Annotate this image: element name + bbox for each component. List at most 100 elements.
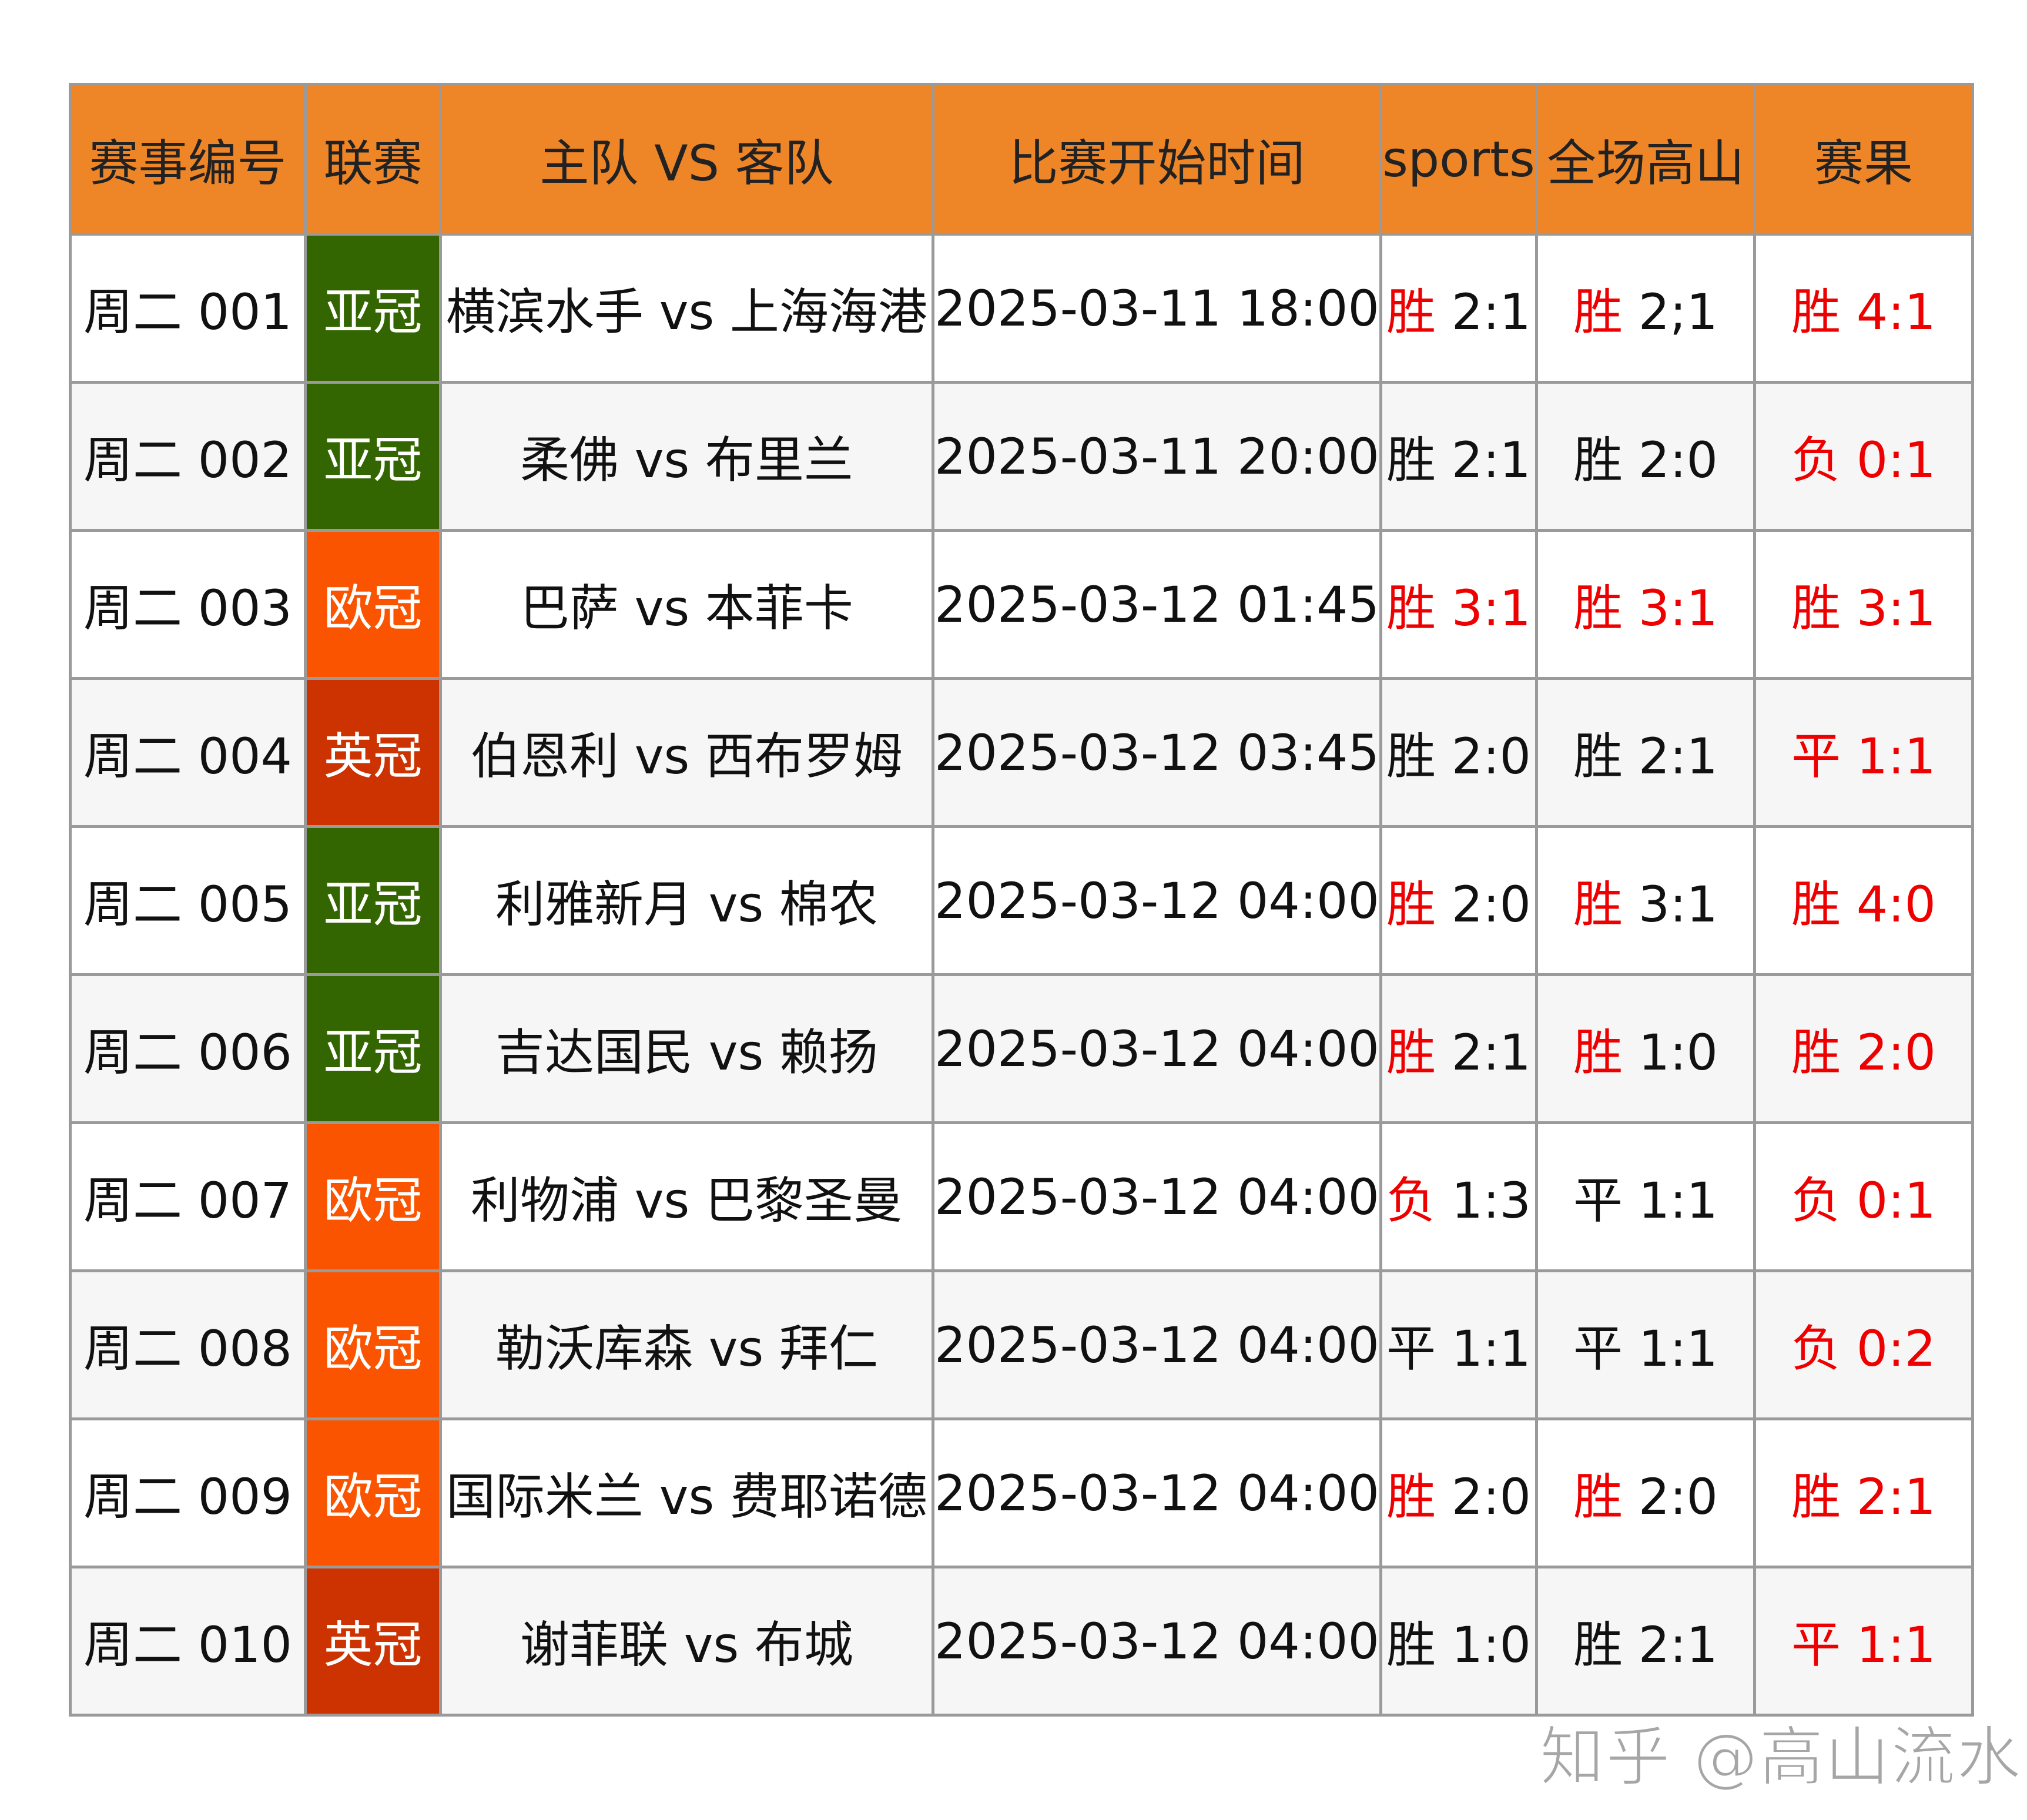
score: 1:0 bbox=[1451, 1616, 1531, 1674]
gaoshan-pick: 胜 2:0 bbox=[1535, 381, 1756, 532]
score: 2:1 bbox=[1638, 728, 1718, 785]
table-row: 周二 009 欧冠 国际米兰 vs 费耶诺德 2025-03-12 04:00 胜 2:… bbox=[69, 1417, 1974, 1568]
outcome: 胜 bbox=[1573, 1024, 1623, 1081]
score: 1:3 bbox=[1451, 1172, 1531, 1229]
match-id: 周二 004 bbox=[69, 677, 307, 828]
score: 2:0 bbox=[1638, 431, 1718, 489]
score: 0:1 bbox=[1856, 431, 1936, 489]
start-time: 2025-03-12 04:00 bbox=[932, 1566, 1382, 1717]
league-badge: 英冠 bbox=[304, 677, 442, 828]
score: 2:0 bbox=[1451, 876, 1531, 933]
score: 1:1 bbox=[1638, 1320, 1718, 1377]
match-result: 负 0:2 bbox=[1753, 1269, 1974, 1420]
score: 3:1 bbox=[1638, 579, 1718, 637]
match-result: 胜 2:0 bbox=[1753, 973, 1974, 1124]
header-match: 主队 VS 客队 bbox=[439, 83, 934, 236]
outcome: 负 bbox=[1791, 1172, 1841, 1229]
score: 0:2 bbox=[1856, 1320, 1936, 1377]
outcome: 胜 bbox=[1386, 728, 1436, 785]
header-result: 赛果 bbox=[1753, 83, 1974, 236]
match-id: 周二 001 bbox=[69, 233, 307, 384]
score: 1:0 bbox=[1638, 1024, 1718, 1081]
gaoshan-pick: 胜 3:1 bbox=[1535, 825, 1756, 976]
outcome: 胜 bbox=[1573, 876, 1623, 933]
match-teams: 巴萨 vs 本菲卡 bbox=[439, 529, 934, 680]
gaoshan-pick: 胜 2:0 bbox=[1535, 1417, 1756, 1568]
outcome: 胜 bbox=[1386, 1468, 1436, 1526]
sports-pick: 胜 1:0 bbox=[1379, 1566, 1538, 1717]
league-badge: 亚冠 bbox=[304, 825, 442, 976]
gaoshan-pick: 平 1:1 bbox=[1535, 1269, 1756, 1420]
match-result: 胜 4:1 bbox=[1753, 233, 1974, 384]
sports-pick: 胜 3:1 bbox=[1379, 529, 1538, 680]
league-badge: 欧冠 bbox=[304, 1417, 442, 1568]
start-time: 2025-03-12 03:45 bbox=[932, 677, 1382, 828]
match-id: 周二 008 bbox=[69, 1269, 307, 1420]
match-result: 胜 4:0 bbox=[1753, 825, 1974, 976]
outcome: 胜 bbox=[1573, 1616, 1623, 1674]
match-result: 负 0:1 bbox=[1753, 1121, 1974, 1272]
league-badge: 亚冠 bbox=[304, 381, 442, 532]
score: 2:0 bbox=[1638, 1468, 1718, 1526]
score: 2:0 bbox=[1451, 728, 1531, 785]
score: 1:1 bbox=[1638, 1172, 1718, 1229]
score: 1:1 bbox=[1856, 1616, 1936, 1674]
table-row: 周二 006 亚冠 吉达国民 vs 赖扬 2025-03-12 04:00 胜 2:1 胜… bbox=[69, 973, 1974, 1124]
outcome: 胜 bbox=[1573, 1468, 1623, 1526]
header-row: 赛事编号 联赛 主队 VS 客队 比赛开始时间 sports 全场高山 赛果 bbox=[69, 83, 1974, 236]
outcome: 平 bbox=[1573, 1172, 1623, 1229]
outcome: 胜 bbox=[1791, 1468, 1841, 1526]
score: 2:0 bbox=[1451, 1468, 1531, 1526]
outcome: 负 bbox=[1386, 1172, 1436, 1229]
league-badge: 英冠 bbox=[304, 1566, 442, 1717]
match-id: 周二 003 bbox=[69, 529, 307, 680]
score: 2:0 bbox=[1856, 1024, 1936, 1081]
sports-pick: 胜 2:1 bbox=[1379, 233, 1538, 384]
table-row: 周二 003 欧冠 巴萨 vs 本菲卡 2025-03-12 01:45 胜 3:1 胜 … bbox=[69, 529, 1974, 680]
start-time: 2025-03-12 04:00 bbox=[932, 1417, 1382, 1568]
outcome: 胜 bbox=[1386, 579, 1436, 637]
gaoshan-pick: 胜 1:0 bbox=[1535, 973, 1756, 1124]
match-result: 负 0:1 bbox=[1753, 381, 1974, 532]
sports-pick: 胜 2:1 bbox=[1379, 973, 1538, 1124]
table-row: 周二 004 英冠 伯恩利 vs 西布罗姆 2025-03-12 03:45 胜 2:0… bbox=[69, 677, 1974, 828]
match-id: 周二 005 bbox=[69, 825, 307, 976]
header-sports: sports bbox=[1379, 83, 1538, 236]
start-time: 2025-03-12 04:00 bbox=[932, 1269, 1382, 1420]
gaoshan-pick: 胜 2:1 bbox=[1535, 677, 1756, 828]
score: 3:1 bbox=[1856, 579, 1936, 637]
score: 4:1 bbox=[1856, 283, 1936, 341]
match-id: 周二 002 bbox=[69, 381, 307, 532]
outcome: 胜 bbox=[1791, 579, 1841, 637]
outcome: 胜 bbox=[1791, 283, 1841, 341]
match-teams: 国际米兰 vs 费耶诺德 bbox=[439, 1417, 934, 1568]
table-row: 周二 001 亚冠 横滨水手 vs 上海海港 2025-03-11 18:00 胜 2:… bbox=[69, 233, 1974, 384]
match-id: 周二 010 bbox=[69, 1566, 307, 1717]
start-time: 2025-03-12 04:00 bbox=[932, 825, 1382, 976]
outcome: 负 bbox=[1791, 431, 1841, 489]
match-result: 胜 2:1 bbox=[1753, 1417, 1974, 1568]
score: 2;1 bbox=[1638, 283, 1718, 341]
table-row: 周二 002 亚冠 柔佛 vs 布里兰 2025-03-11 20:00 胜 2:1 胜 … bbox=[69, 381, 1974, 532]
match-teams: 利物浦 vs 巴黎圣曼 bbox=[439, 1121, 934, 1272]
score: 0:1 bbox=[1856, 1172, 1936, 1229]
outcome: 胜 bbox=[1386, 1616, 1436, 1674]
sports-pick: 胜 2:0 bbox=[1379, 1417, 1538, 1568]
match-teams: 柔佛 vs 布里兰 bbox=[439, 381, 934, 532]
sports-pick: 胜 2:1 bbox=[1379, 381, 1538, 532]
score: 2:1 bbox=[1451, 283, 1531, 341]
score: 1:1 bbox=[1451, 1320, 1531, 1377]
sports-pick: 平 1:1 bbox=[1379, 1269, 1538, 1420]
outcome: 胜 bbox=[1791, 876, 1841, 933]
table-row: 周二 007 欧冠 利物浦 vs 巴黎圣曼 2025-03-12 04:00 负 1:3… bbox=[69, 1121, 1974, 1272]
outcome: 胜 bbox=[1791, 1024, 1841, 1081]
league-badge: 欧冠 bbox=[304, 1269, 442, 1420]
gaoshan-pick: 胜 3:1 bbox=[1535, 529, 1756, 680]
match-id: 周二 007 bbox=[69, 1121, 307, 1272]
match-id: 周二 009 bbox=[69, 1417, 307, 1568]
score: 4:0 bbox=[1856, 876, 1936, 933]
gaoshan-pick: 平 1:1 bbox=[1535, 1121, 1756, 1272]
score: 2:1 bbox=[1856, 1468, 1936, 1526]
start-time: 2025-03-11 18:00 bbox=[932, 233, 1382, 384]
outcome: 平 bbox=[1791, 1616, 1841, 1674]
